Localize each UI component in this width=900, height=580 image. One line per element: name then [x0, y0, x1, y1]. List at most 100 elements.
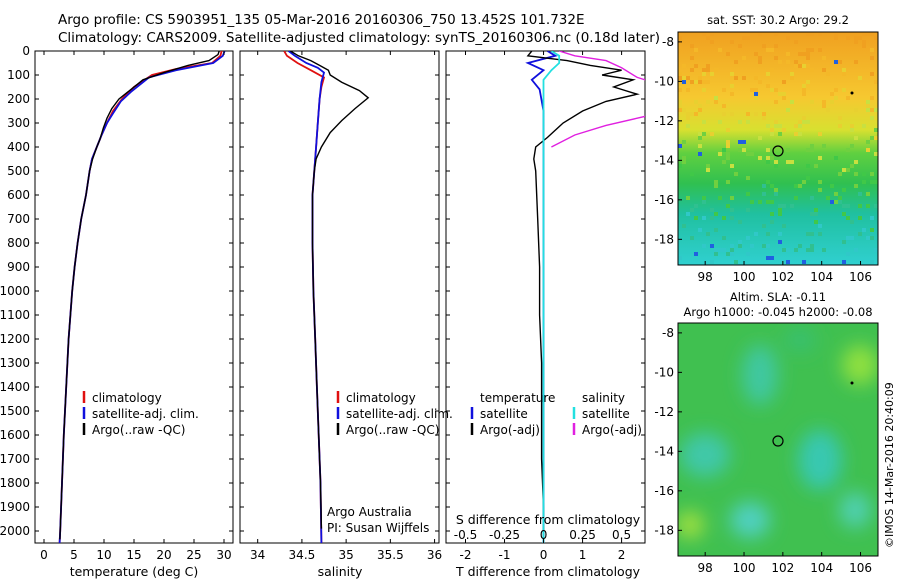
sst-pixel [806, 176, 810, 180]
sst-pixel [798, 184, 802, 188]
x-tick-label: 35 [338, 548, 353, 562]
sst-pixel [754, 52, 758, 56]
depth-tick-label: 0 [22, 44, 30, 58]
sst-pixel [870, 68, 874, 72]
sst-pixel [730, 216, 734, 220]
sst-pixel [698, 132, 702, 136]
sst-pixel [750, 88, 754, 92]
sst-pixel [770, 256, 774, 260]
sst-pixel [790, 72, 794, 76]
depth-tick-label: 400 [7, 140, 30, 154]
map-y-tick-label: -8 [662, 35, 674, 49]
sst-pixel [870, 260, 874, 264]
sst-pixel [826, 108, 830, 112]
sst-pixel [846, 96, 850, 100]
sst-pixel [790, 76, 794, 80]
sst-pixel [798, 132, 802, 136]
sst-pixel [838, 172, 842, 176]
sst-pixel [746, 152, 750, 156]
sst-map-pixels [678, 32, 878, 264]
sst-pixel [814, 220, 818, 224]
sst-pixel [702, 88, 706, 92]
map-x-tick-label: 106 [849, 270, 872, 284]
sst-pixel [790, 204, 794, 208]
sst-pixel [694, 204, 698, 208]
sst-pixel [870, 136, 874, 140]
difference-x2label: S difference from climatology [456, 512, 641, 527]
sst-pixel [786, 108, 790, 112]
sst-pixel [874, 248, 878, 252]
sst-pixel [678, 88, 682, 92]
sst-pixel [690, 236, 694, 240]
sst-pixel [798, 64, 802, 68]
sst-pixel [782, 224, 786, 228]
sst-pixel [786, 248, 790, 252]
sst-pixel [714, 180, 718, 184]
sst-pixel [734, 172, 738, 176]
sst-pixel [722, 104, 726, 108]
legend-label-t-satellite: satellite [480, 407, 528, 421]
sst-pixel [870, 172, 874, 176]
sst-pixel [706, 36, 710, 40]
sst-pixel [862, 32, 866, 36]
sst-pixel [758, 136, 762, 140]
sst-pixel [742, 56, 746, 60]
sst-pixel [866, 104, 870, 108]
legend-label-climatology: climatology [346, 391, 416, 405]
depth-tick-label: 900 [7, 260, 30, 274]
sst-pixel [762, 184, 766, 188]
sla-map-title: Altim. SLA: -0.11 [730, 290, 826, 304]
sst-pixel [786, 52, 790, 56]
sst-pixel [838, 60, 842, 64]
difference-legend: temperature satellite Argo(-adj) salinit… [470, 391, 642, 437]
sst-pixel [726, 156, 730, 160]
sst-pixel [750, 152, 754, 156]
sst-pixel [818, 180, 822, 184]
x-tick-label: 5 [70, 548, 78, 562]
sst-pixel [714, 228, 718, 232]
depth-tick-label: 2000 [0, 524, 30, 538]
sst-pixel [746, 176, 750, 180]
sst-pixel [690, 112, 694, 116]
sst-pixel [830, 92, 834, 96]
sst-pixel [754, 96, 758, 100]
sst-pixel [802, 260, 806, 264]
sst-pixel [706, 164, 710, 168]
sst-pixel [802, 120, 806, 124]
sst-map-frame [677, 31, 879, 266]
sst-pixel [818, 132, 822, 136]
sst-pixel [822, 100, 826, 104]
sst-pixel [774, 120, 778, 124]
sst-pixel [726, 252, 730, 256]
sst-pixel [698, 144, 702, 148]
sst-pixel [750, 200, 754, 204]
sst-pixel [838, 196, 842, 200]
sst-pixel [858, 232, 862, 236]
sst-pixel [778, 92, 782, 96]
sst-pixel [758, 56, 762, 60]
sst-pixel [794, 60, 798, 64]
sst-pixel [794, 64, 798, 68]
sst-pixel [766, 244, 770, 248]
sst-pixel [874, 128, 878, 132]
sst-pixel [854, 40, 858, 44]
sst-pixel [706, 64, 710, 68]
sst-pixel [682, 64, 686, 68]
sst-pixel [702, 120, 706, 124]
header-line2: Climatology: CARS2009. Satellite-adjuste… [58, 30, 661, 46]
sst-pixel [870, 56, 874, 60]
legend-label-climatology: climatology [92, 391, 162, 405]
sst-pixel [698, 152, 702, 156]
sla-anomaly [678, 511, 704, 539]
sst-pixel [702, 32, 706, 36]
sst-pixel [786, 36, 790, 40]
sst-pixel [714, 248, 718, 252]
sst-pixel [854, 60, 858, 64]
sst-pixel [810, 212, 814, 216]
sst-pixel [770, 88, 774, 92]
temperature-panel-frame [34, 50, 234, 544]
sst-pixel [682, 80, 686, 84]
sst-pixel [770, 220, 774, 224]
sst-pixel [730, 112, 734, 116]
